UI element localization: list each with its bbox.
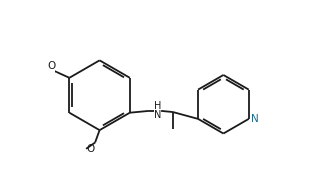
Text: O: O: [86, 144, 94, 154]
Text: H
N: H N: [154, 101, 161, 121]
Text: O: O: [47, 61, 56, 71]
Text: N: N: [252, 114, 259, 124]
